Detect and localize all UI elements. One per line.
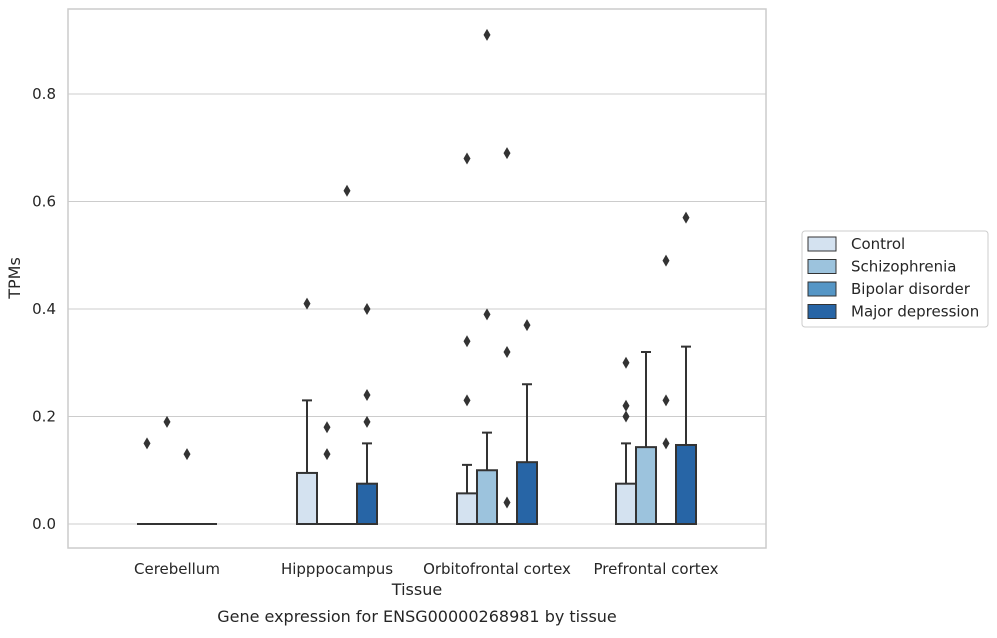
y-axis-label: TPMs <box>5 257 24 300</box>
legend-items: Control Schizophrenia Bipolar disorder Majo… <box>807 235 979 321</box>
box <box>296 471 318 525</box>
outlier-point <box>483 28 491 41</box>
x-tick-labels: Cerebellum Hipppocampus Orbitofrontal cort… <box>134 560 719 578</box>
y-tick-label: 0.4 <box>32 300 56 318</box>
outlier-point <box>622 399 630 412</box>
outlier-point <box>682 211 690 224</box>
legend-frame <box>801 230 989 328</box>
legend-label: Major depression <box>851 303 979 321</box>
box-group <box>675 345 697 525</box>
legend-label: Control <box>851 235 905 253</box>
outlier-point <box>163 415 171 428</box>
outlier-point <box>323 421 331 434</box>
outlier-point <box>463 335 471 348</box>
chart-caption: Gene expression for ENSG00000268981 by t… <box>217 607 617 626</box>
x-tick-label: Orbitofrontal cortex <box>423 560 571 578</box>
outlier-point <box>483 308 491 321</box>
box <box>675 443 697 525</box>
x-tick-label: Cerebellum <box>134 560 220 578</box>
outlier-point <box>463 152 471 165</box>
outlier-point <box>662 394 670 407</box>
outlier-point <box>143 437 151 450</box>
outlier-point <box>183 448 191 461</box>
outlier-point <box>523 319 531 332</box>
outlier-point <box>503 147 511 160</box>
outlier-point <box>343 184 351 197</box>
outlier-point <box>503 496 511 509</box>
box <box>516 461 538 525</box>
y-tick-label: 0.8 <box>32 85 56 103</box>
outlier-point <box>363 415 371 428</box>
box-group <box>296 399 318 525</box>
box-group <box>476 431 498 525</box>
outlier-point <box>363 303 371 315</box>
y-tick-labels: 0.0 0.2 0.4 0.6 0.8 <box>32 85 56 533</box>
legend-label: Schizophrenia <box>851 258 956 276</box>
x-tick-label: Prefrontal cortex <box>594 560 719 578</box>
legend-swatch <box>807 259 837 274</box>
outlier-point <box>503 346 511 358</box>
x-tick-label: Hipppocampus <box>281 560 393 578</box>
outlier-point <box>363 389 371 401</box>
box-group <box>635 351 657 526</box>
x-axis-label: Tissue <box>391 580 442 599</box>
legend-swatch <box>807 281 837 297</box>
outlier-point <box>662 254 670 267</box>
outlier-point <box>622 410 630 423</box>
fliers-layer <box>143 28 690 509</box>
box <box>476 469 498 525</box>
outlier-point <box>662 437 670 450</box>
outlier-point <box>622 356 630 369</box>
box <box>635 446 657 526</box>
y-tick-label: 0.2 <box>32 408 56 426</box>
box-group <box>356 442 378 525</box>
boxes-layer <box>137 345 697 526</box>
plot-frame <box>67 8 767 549</box>
outlier-point <box>463 394 471 407</box>
legend: Control Schizophrenia Bipolar disorder Majo… <box>801 230 989 328</box>
legend-swatch <box>807 304 837 319</box>
legend-swatch <box>807 236 837 252</box>
box <box>615 482 637 525</box>
legend-label: Bipolar disorder <box>851 280 971 298</box>
box <box>356 482 378 525</box>
y-tick-label: 0.6 <box>32 193 56 211</box>
y-tick-label: 0.0 <box>32 515 56 533</box>
outlier-point <box>323 448 331 461</box>
box <box>456 492 478 525</box>
box-group <box>615 442 637 525</box>
outlier-point <box>303 297 311 310</box>
box-group <box>456 463 478 525</box>
box-group <box>516 383 538 525</box>
grid-layer <box>68 93 766 525</box>
